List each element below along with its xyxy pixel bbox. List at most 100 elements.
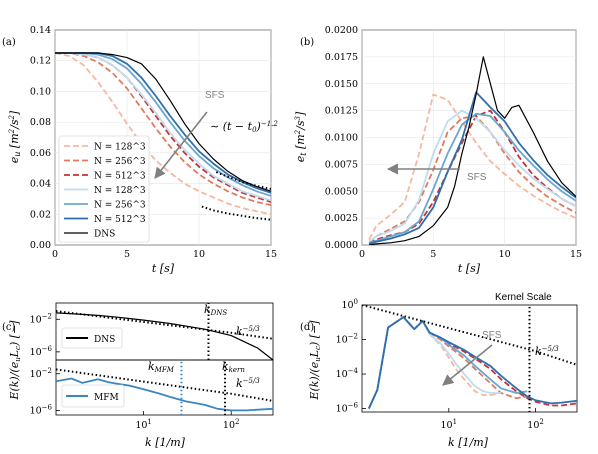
panel-c-ylabel: E(k)/(euLc) [−]	[8, 320, 22, 401]
panel-c-top-slope-label: k−5/3	[236, 325, 260, 338]
panel-c-kmfm-label: kMFM	[148, 360, 175, 374]
panel-a-ytick-label: 0.14	[30, 25, 51, 36]
panel-b-series-6	[369, 56, 576, 245]
panel-a-series	[55, 52, 271, 221]
panel-d-title: Kernel Scale	[495, 292, 552, 303]
panel-a-sfs-label: SFS	[205, 90, 225, 101]
panel-c-xlabel: k [1/m]	[145, 436, 186, 449]
panel-d-ytick-label: 10−6	[336, 402, 359, 415]
panel-b-grid	[361, 29, 577, 246]
panel-a-ytick-label: 0.12	[30, 56, 51, 67]
legend-label-1: N = 256^3	[94, 157, 146, 167]
panel-b-label: (b)	[300, 37, 314, 48]
legend-mfm-label: MFM	[94, 393, 119, 403]
legend-label-3: N = 128^3	[94, 186, 146, 196]
panel-d-series	[362, 305, 577, 412]
panel-b-xtick-label: 0	[359, 249, 365, 260]
panel-d-sfs-arrow	[442, 344, 493, 386]
panel-b-xtick-label: 15	[570, 249, 582, 260]
panel-d-ytick-label: 100	[341, 298, 358, 311]
panel-a-y-ticks: 0.00 0.02 0.04 0.06 0.08 0.10 0.12 0.14	[30, 25, 51, 251]
panel-b-series-0	[368, 93, 576, 241]
panel-c-kkern-label: kkern	[222, 360, 245, 374]
panel-d-ytick-label: 10−4	[336, 367, 359, 380]
panel-a-ylabel: eu [m2/s2]	[8, 110, 22, 163]
panel-c-bottom-ytick-label: 10−2	[30, 367, 52, 380]
panel-a-ytick-label: 0.02	[30, 209, 51, 220]
panel-a-ytick-label: 0.00	[30, 240, 51, 251]
panel-d-sfs-label: SFS	[482, 330, 502, 341]
panel-a-label: (a)	[2, 37, 16, 48]
panel-a-sfs-arrow	[154, 111, 208, 179]
panel-a-xlabel: t [s]	[152, 262, 175, 275]
panel-a-ytick-label: 0.06	[30, 148, 51, 159]
panel-c-top-series-0	[56, 312, 273, 360]
panel-c-top-legend: DNS	[61, 327, 123, 349]
legend-label-4: N = 256^3	[94, 201, 146, 211]
panel-b-xlabel: t [s]	[458, 262, 481, 275]
panel-d-frame	[361, 304, 578, 413]
panel-a-series-7	[215, 171, 271, 190]
panel-b-xtick-label: 10	[499, 249, 511, 260]
legend-label-2: N = 512^3	[94, 172, 146, 182]
panel-c-kdns-label: kDNS	[204, 303, 227, 317]
legend-dns-label: DNS	[94, 335, 115, 345]
panel-c-bottom-legend: MFM	[61, 384, 125, 408]
panel-a-x-ticks: 0 5 10 15	[52, 249, 277, 260]
panel-b-x-ticks: 0 5 10 15	[359, 249, 582, 260]
panel-c-top-series-1	[56, 310, 273, 340]
legend-label-5: N = 512^3	[94, 215, 146, 225]
legend-label-6: DNS	[94, 230, 115, 240]
panel-d-series-5	[368, 316, 577, 409]
panel-c-bottom-series	[56, 360, 273, 415]
panel-b-series	[368, 56, 576, 245]
panel-b-ytick-label: 0.0150	[325, 79, 358, 90]
panel-d-ylabel: E(k)/(euLc) [−]	[308, 320, 322, 401]
panel-b-ytick-label: 0.0000	[325, 240, 358, 251]
panel-b-ytick-label: 0.0175	[325, 52, 358, 63]
panel-d-xtick-label: 102	[527, 418, 544, 431]
panel-d-spectra: (d) 100 10−2 10−4 10−6 101 102 Kernel Scale S…	[300, 292, 578, 449]
panel-d-ytick-label: 10−2	[336, 333, 358, 346]
panel-a-xtick-label: 0	[52, 249, 58, 260]
panel-a-powerlaw-label: ∼ (t − t0)−1.2	[210, 120, 278, 134]
panel-b-ytick-label: 0.0050	[325, 186, 358, 197]
panel-b-ytick-label: 0.0200	[325, 25, 358, 36]
panel-a-xtick-label: 10	[193, 249, 205, 260]
panel-b-ytick-label: 0.0125	[325, 106, 358, 117]
panel-a-series-6	[55, 52, 271, 192]
panel-a-legend: N = 128^3 N = 256^3 N = 512^3 N = 128^3 N = …	[58, 135, 150, 243]
legend-label-0: N = 128^3	[94, 143, 146, 153]
panel-a-series-3	[55, 52, 271, 202]
panel-c-bottom-frame	[55, 359, 274, 416]
panel-b-y-ticks: 0.0000 0.0025 0.0050 0.0075 0.0100 0.0125 0.01…	[325, 25, 358, 251]
panel-c-xtick-label: 101	[135, 418, 152, 431]
panel-b-ytick-label: 0.0100	[325, 133, 358, 144]
panel-a-series-8	[201, 205, 271, 221]
panel-a-series-0	[55, 52, 271, 216]
panel-c-bottom-series-0	[56, 377, 273, 412]
panel-b-series-4	[368, 112, 576, 244]
panel-a-series-1	[55, 52, 271, 206]
panel-d-series-1	[368, 316, 528, 409]
panel-d-label: (d)	[300, 322, 314, 333]
panel-b-series-5	[368, 91, 576, 245]
panel-c-label: (c)	[2, 322, 16, 333]
panel-c-bottom-ytick-label: 10−6	[30, 403, 53, 416]
panel-c-ticks: 10−2 10−6 10−2 10−6 101 102	[30, 312, 240, 431]
panel-b-dissipation: (b) 0.0000 0.0025 0.0050 0.0075 0.0100 0.0125…	[294, 25, 582, 275]
panel-c-top-ytick-label: 10−6	[30, 345, 53, 358]
panel-d-series-6	[362, 305, 577, 366]
panel-c-bottom-series-1	[56, 368, 273, 402]
panel-b-xtick-label: 5	[430, 249, 436, 260]
panel-a-ytick-label: 0.10	[30, 86, 51, 97]
panel-d-xtick-label: 101	[441, 418, 458, 431]
panel-a-ytick-label: 0.04	[30, 179, 51, 190]
panel-c-bottom-slope-label: k−5/3	[236, 377, 260, 390]
panel-a-xtick-label: 15	[265, 249, 277, 260]
panel-c-top-ytick-label: 10−2	[30, 312, 52, 325]
panel-a-xtick-label: 5	[124, 249, 130, 260]
panel-b-ytick-label: 0.0025	[325, 213, 358, 224]
panel-b-sfs-label: SFS	[467, 172, 487, 183]
